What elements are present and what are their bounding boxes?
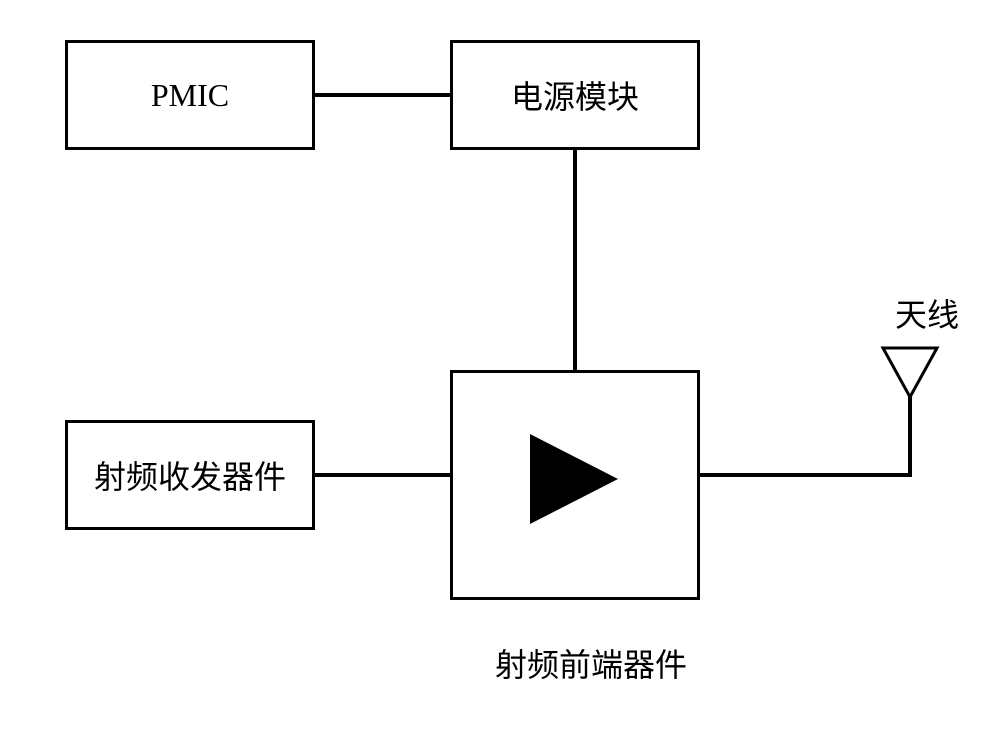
antenna-stem	[908, 397, 912, 476]
edge-power-to-frontend	[573, 150, 577, 370]
edge-frontend-to-antenna	[700, 473, 912, 477]
antenna-icon	[880, 345, 940, 401]
node-power-module: 电源模块	[450, 40, 700, 150]
node-pmic: PMIC	[65, 40, 315, 150]
edge-transceiver-to-frontend	[315, 473, 450, 477]
node-power-module-label: 电源模块	[511, 72, 639, 118]
edge-pmic-to-power	[315, 93, 450, 97]
antenna-label: 天线	[895, 290, 959, 336]
node-rf-transceiver-label: 射频收发器件	[94, 452, 286, 498]
node-rf-transceiver: 射频收发器件	[65, 420, 315, 530]
node-pmic-label: PMIC	[151, 77, 229, 114]
node-rf-frontend-caption: 射频前端器件	[495, 640, 687, 686]
amplifier-icon	[530, 434, 618, 524]
